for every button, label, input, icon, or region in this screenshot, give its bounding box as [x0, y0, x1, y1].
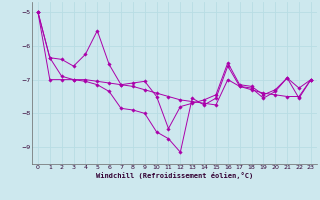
X-axis label: Windchill (Refroidissement éolien,°C): Windchill (Refroidissement éolien,°C) — [96, 172, 253, 179]
